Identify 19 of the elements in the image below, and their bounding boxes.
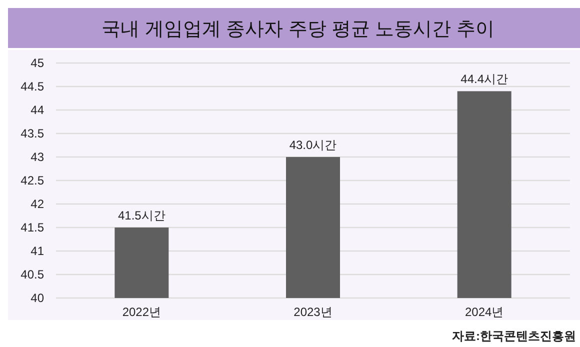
y-tick-label: 43.5 [20, 126, 44, 140]
y-tick-label: 45 [30, 56, 44, 70]
x-tick-label: 2024년 [464, 305, 504, 319]
text: 자료:한국콘텐츠진흥원 [452, 329, 576, 343]
y-tick-label: 41 [30, 244, 44, 258]
y-tick-label: 41.5 [20, 220, 44, 234]
data-label: 43.0시간 [289, 138, 337, 152]
y-tick-label: 42.5 [20, 174, 44, 188]
y-tick-label: 42 [30, 197, 44, 211]
chart-title: 국내 게임업계 종사자 주당 평균 노동시간 추이 [102, 19, 494, 40]
data-label: 41.5시간 [118, 208, 166, 222]
y-tick-label: 44 [30, 103, 44, 117]
y-tick-label: 40.5 [20, 268, 44, 282]
y-tick-label: 44.5 [20, 80, 44, 94]
y-tick-label: 43 [30, 150, 44, 164]
y-tick-label: 40 [30, 291, 44, 305]
x-tick-label: 2022년 [122, 305, 162, 319]
x-tick-label: 2023년 [294, 305, 332, 319]
data-label: 44.4시간 [460, 72, 508, 86]
